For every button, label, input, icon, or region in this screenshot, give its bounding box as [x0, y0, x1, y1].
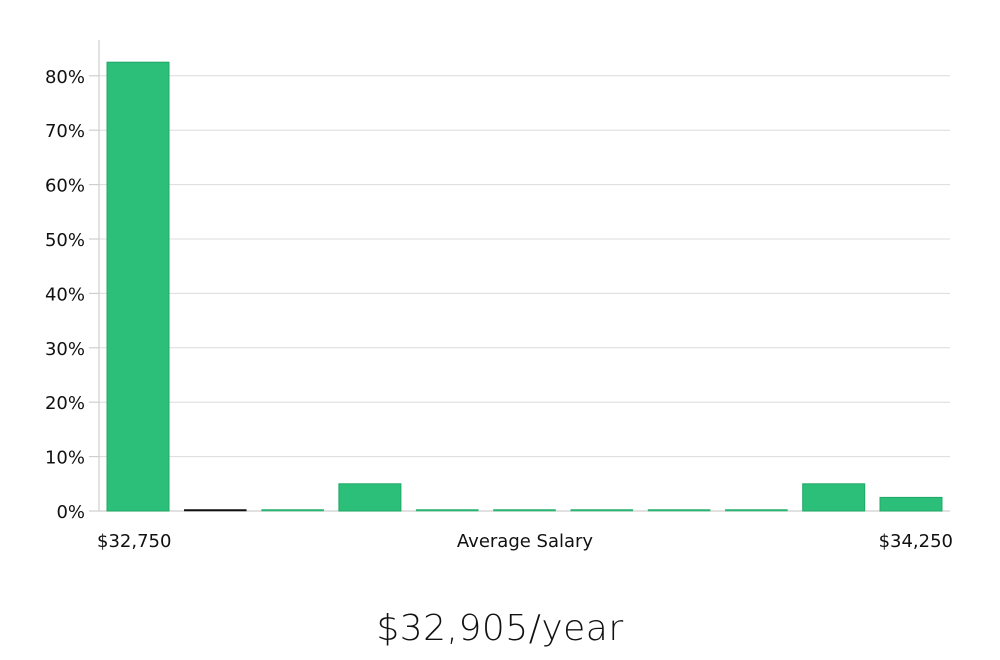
y-tick-label: 40%: [45, 284, 85, 305]
histogram-bar: [415, 509, 479, 512]
y-tick-label: 70%: [45, 121, 85, 142]
y-tick-label: 20%: [45, 393, 85, 414]
histogram-bar: [184, 509, 247, 512]
grid-lines: [99, 75, 950, 458]
y-tick-label: 10%: [45, 448, 85, 469]
histogram-bar: [261, 509, 324, 512]
histogram-bar: [647, 509, 711, 512]
bars: [106, 61, 943, 512]
x-axis-title: Average Salary: [457, 531, 594, 552]
y-tick-label: 30%: [45, 339, 85, 360]
average-salary-summary: $32,905/year: [376, 608, 624, 649]
histogram-bar: [106, 61, 170, 512]
y-tick-label: 0%: [56, 502, 85, 523]
salary-histogram: 0% 10% 20% 30% 40% 50% 60% 70% 80% $32,750 Avera…: [45, 40, 953, 552]
histogram-bar: [879, 496, 943, 512]
y-tick-label: 60%: [45, 176, 85, 197]
y-axis: 0% 10% 20% 30% 40% 50% 60% 70% 80%: [45, 40, 950, 523]
histogram-bar: [570, 509, 634, 512]
histogram-bar: [725, 509, 788, 512]
histogram-bar: [338, 483, 402, 512]
x-axis-max-label: $34,250: [879, 531, 953, 552]
histogram-bar: [493, 509, 556, 512]
x-axis-min-label: $32,750: [97, 531, 171, 552]
x-axis: $32,750 Average Salary $34,250: [97, 531, 953, 552]
y-tick-label: 80%: [45, 67, 85, 88]
y-tick-label: 50%: [45, 230, 85, 251]
histogram-bar: [802, 483, 866, 512]
